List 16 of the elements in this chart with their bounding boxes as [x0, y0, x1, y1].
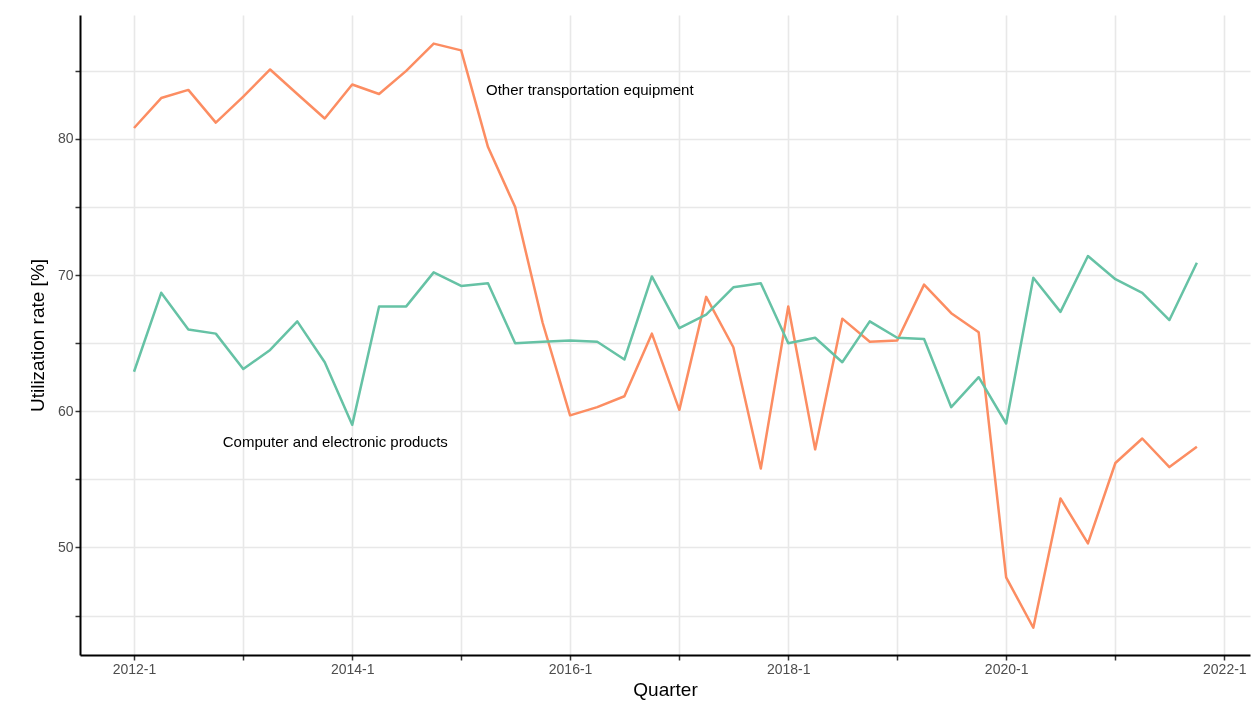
x-tick-label: 2016-1 [548, 660, 593, 677]
x-axis-title: Quarter [633, 678, 699, 700]
y-tick-label: 50 [57, 538, 74, 555]
x-tick-label: 2014-1 [330, 660, 375, 677]
y-tick-label: 60 [57, 402, 74, 419]
y-axis-title: Utilization rate [%] [26, 258, 48, 413]
y-tick-label: 80 [57, 130, 74, 147]
annotation: Computer and electronic products [222, 432, 448, 450]
x-tick-label: 2020-1 [984, 660, 1029, 677]
x-tick-label: 2022-1 [1203, 660, 1247, 677]
annotation: Other transportation equipment [485, 80, 695, 98]
line-series [132, 254, 1199, 427]
y-tick-label: 70 [57, 266, 74, 283]
line-series [132, 42, 1199, 630]
x-tick-label: 2012-1 [112, 660, 157, 677]
x-tick-label: 2018-1 [766, 660, 811, 677]
